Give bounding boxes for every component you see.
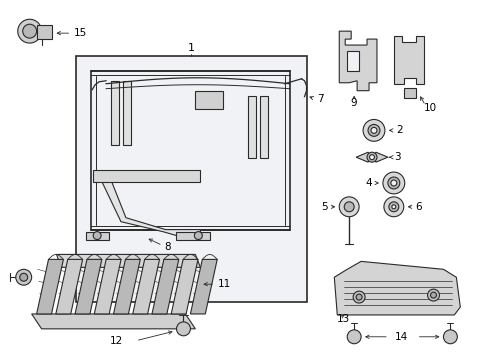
Text: 8: 8 [164,243,171,252]
Polygon shape [93,170,200,182]
Polygon shape [86,231,109,239]
Polygon shape [93,175,200,239]
Polygon shape [393,36,423,84]
Polygon shape [259,96,267,158]
Circle shape [352,291,365,303]
Polygon shape [175,231,210,239]
Polygon shape [94,260,121,314]
Text: 7: 7 [317,94,324,104]
Circle shape [16,269,32,285]
Text: 13: 13 [337,314,350,324]
Circle shape [369,155,374,159]
Polygon shape [346,51,358,71]
Text: 10: 10 [423,103,436,113]
Circle shape [367,125,379,136]
Polygon shape [56,260,82,314]
Circle shape [20,273,28,281]
Text: 11: 11 [218,279,231,289]
Text: 9: 9 [350,98,357,108]
Circle shape [346,330,360,344]
Polygon shape [113,260,140,314]
Polygon shape [37,25,51,39]
Circle shape [176,322,190,336]
Polygon shape [152,260,179,314]
Circle shape [339,197,358,217]
Circle shape [366,152,376,162]
Circle shape [194,231,202,239]
Polygon shape [403,88,415,98]
Circle shape [429,292,436,298]
Circle shape [391,205,395,209]
Polygon shape [171,260,198,314]
Circle shape [427,289,439,301]
Polygon shape [371,152,387,162]
Polygon shape [132,260,159,314]
Circle shape [22,24,37,38]
Text: 14: 14 [394,332,407,342]
Text: 1: 1 [187,43,195,53]
Circle shape [388,202,398,212]
Polygon shape [75,260,102,314]
Text: 3: 3 [393,152,400,162]
Circle shape [93,231,101,239]
Polygon shape [190,260,217,314]
Circle shape [370,127,376,133]
Text: 4: 4 [365,178,371,188]
Polygon shape [122,81,131,145]
Circle shape [344,202,353,212]
Circle shape [443,330,456,344]
Polygon shape [37,260,63,314]
Polygon shape [355,152,371,162]
Polygon shape [247,96,255,158]
Bar [76,56,306,302]
Polygon shape [32,314,195,329]
Text: 6: 6 [415,202,422,212]
Circle shape [18,19,41,43]
Text: 12: 12 [109,336,122,346]
Text: 2: 2 [395,125,402,135]
Circle shape [362,120,384,141]
Bar [195,91,223,109]
Circle shape [387,177,399,189]
Circle shape [382,172,404,194]
Circle shape [390,180,396,186]
Polygon shape [111,81,119,145]
Text: 5: 5 [320,202,326,212]
Circle shape [355,294,361,300]
Polygon shape [334,261,459,315]
Text: 15: 15 [73,28,86,38]
Polygon shape [56,255,200,267]
Circle shape [383,197,403,217]
Polygon shape [339,31,376,91]
